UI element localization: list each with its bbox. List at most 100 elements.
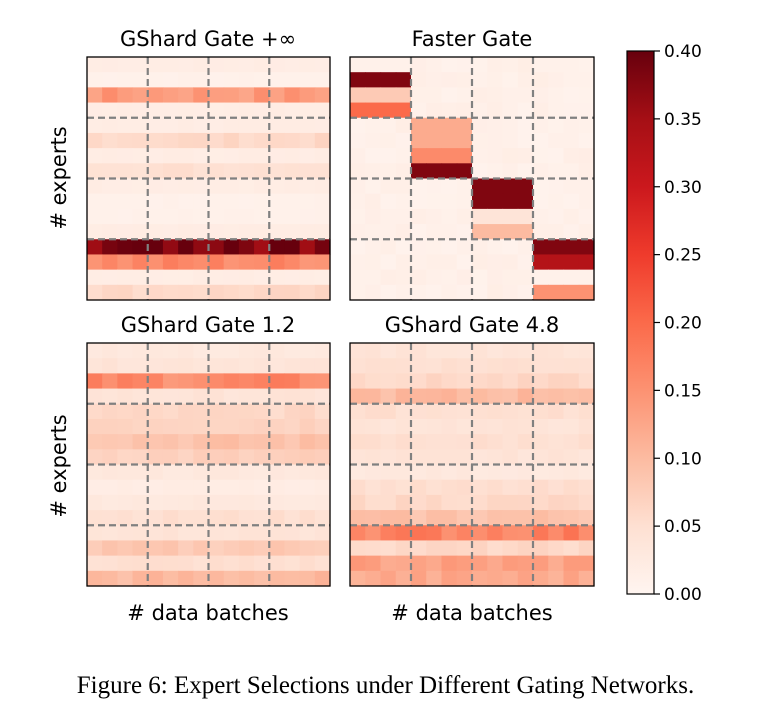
heatmap-cell: [365, 373, 382, 390]
heatmap-cell: [208, 494, 225, 511]
heatmap-cell: [517, 72, 534, 88]
heatmap-cell: [426, 57, 443, 73]
heatmap-cell: [441, 148, 458, 164]
heatmap-cell: [147, 555, 164, 572]
heatmap-cell: [87, 284, 103, 301]
heatmap-cell: [178, 494, 194, 511]
heatmap-cell: [502, 403, 519, 420]
heatmap-cell: [533, 254, 549, 271]
heatmap-cell: [284, 373, 301, 390]
colorbar-tick-label: 0.30: [664, 178, 702, 198]
heatmap-cell: [299, 239, 316, 256]
heatmap-cell: [117, 449, 134, 466]
heatmap-cell: [441, 373, 458, 390]
heatmap-cell: [223, 117, 240, 134]
heatmap-cell: [395, 57, 412, 73]
heatmap-cell: [456, 418, 473, 435]
heatmap-cell: [299, 555, 316, 572]
heatmap-cell: [299, 284, 316, 301]
heatmap-cell: [472, 72, 488, 88]
heatmap-cell: [299, 269, 316, 286]
heatmap-cell: [223, 510, 240, 526]
heatmap-cell: [487, 343, 504, 359]
heatmap-cell: [395, 494, 412, 511]
heatmap-cell: [269, 117, 286, 134]
heatmap-cell: [269, 239, 286, 256]
heatmap-cell: [299, 418, 316, 435]
heatmap-faster-gate: [349, 56, 595, 301]
colorbar-ticks: 0.00 0.05 0.10 0.15 0.20 0.25 0.30 0.35 0.40: [654, 42, 702, 605]
heatmap-cell: [548, 208, 565, 225]
heatmap-cell: [395, 148, 412, 164]
heatmap-cell: [238, 343, 255, 359]
heatmap-cell: [426, 525, 443, 542]
heatmap-cell: [117, 540, 134, 557]
heatmap-cell: [487, 178, 504, 195]
heatmap-cell: [299, 358, 316, 374]
heatmap-cell: [178, 269, 194, 286]
heatmap-cell: [472, 358, 488, 374]
heatmap-cell: [223, 434, 240, 450]
heatmap-cell: [299, 525, 316, 542]
heatmap-cell: [238, 464, 255, 481]
heatmap-cell: [472, 449, 488, 466]
heatmap-cell: [238, 358, 255, 374]
heatmap-cell: [472, 284, 488, 301]
subplot-title-2: Faster Gate: [412, 27, 533, 51]
heatmap-cell: [238, 269, 255, 286]
heatmap-cell: [223, 132, 240, 149]
heatmap-cell: [87, 570, 103, 587]
heatmap-cell: [87, 525, 103, 542]
heatmap-cell: [238, 239, 255, 256]
heatmap-cell: [87, 464, 103, 481]
heatmap-cell: [365, 449, 382, 466]
heatmap-cell: [472, 388, 488, 405]
heatmap-cell: [102, 343, 118, 359]
heatmap-cell: [87, 269, 103, 286]
heatmap-cell: [441, 358, 458, 374]
heatmap-cell: [254, 132, 270, 149]
heatmap-cell: [350, 148, 366, 164]
heatmap-cell: [472, 343, 488, 359]
heatmap-cell: [441, 555, 458, 572]
heatmap-cell: [548, 87, 565, 104]
heatmap-cell: [502, 178, 519, 195]
heatmap-cell: [380, 388, 397, 405]
heatmap-cell: [395, 555, 412, 572]
heatmap-cell: [563, 449, 580, 466]
heatmap-cell: [472, 254, 488, 271]
heatmap-cell: [380, 193, 397, 210]
heatmap-cell: [441, 239, 458, 256]
heatmap-cell: [314, 449, 331, 466]
heatmap-cell: [117, 418, 134, 435]
heatmap-cell: [365, 117, 382, 134]
heatmap-cell: [314, 239, 331, 256]
heatmap-cell: [365, 388, 382, 405]
heatmap-cell: [411, 434, 427, 450]
heatmap-cell: [147, 87, 164, 104]
heatmap-cell: [269, 510, 286, 526]
heatmap-cell: [578, 403, 595, 420]
heatmap-cell: [548, 494, 565, 511]
heatmap-cell: [563, 178, 580, 195]
heatmap-cell: [284, 570, 301, 587]
heatmap-cell: [314, 254, 331, 271]
heatmap-cell: [472, 224, 488, 240]
heatmap-cell: [395, 403, 412, 420]
heatmap-cell: [472, 178, 488, 195]
heatmap-cell: [350, 284, 366, 301]
heatmap-cell: [350, 343, 366, 359]
heatmap-cell: [284, 208, 301, 225]
heatmap-cell: [132, 178, 149, 195]
heatmap-cell: [441, 540, 458, 557]
heatmap-cell: [117, 358, 134, 374]
heatmap-cell: [380, 358, 397, 374]
heatmap-cell: [365, 479, 382, 496]
heatmap-cell: [299, 540, 316, 557]
heatmap-cell: [395, 102, 412, 119]
heatmap-cell: [147, 510, 164, 526]
heatmap-cell: [178, 418, 194, 435]
heatmap-cell: [269, 343, 286, 359]
heatmap-cell: [472, 132, 488, 149]
heatmap-cell: [254, 494, 270, 511]
